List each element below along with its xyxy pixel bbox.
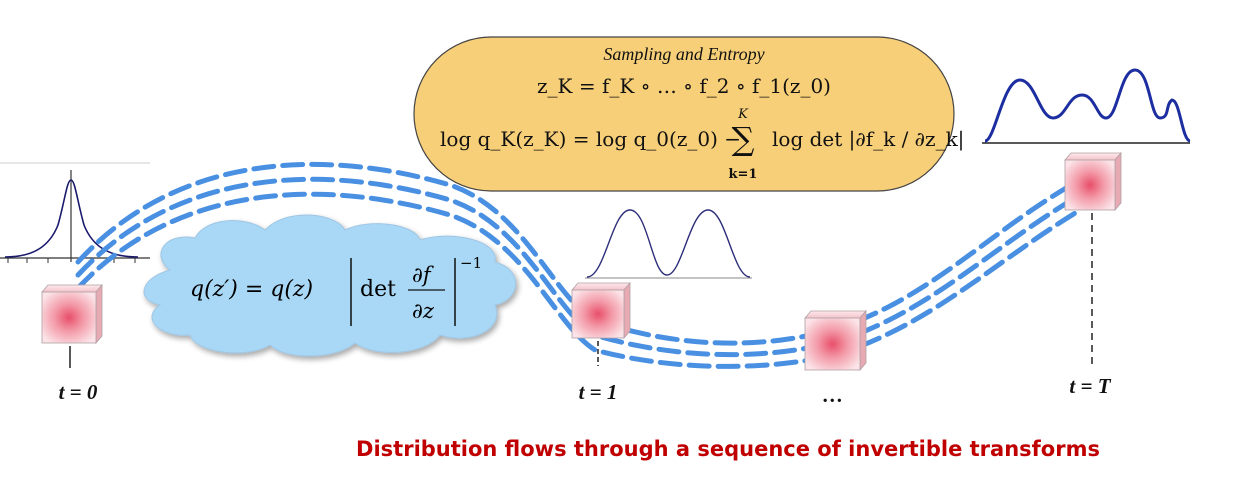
diagram-caption: Distribution flows through a sequence of… [356,437,1100,461]
cloud-shape [143,214,517,357]
time-label-tT: t = T [1069,374,1111,398]
box-line2-lhs: log q_K(z_K) = log q_0(z_0) − [440,127,741,151]
cube-t1 [571,281,631,366]
cube-intermediate [804,309,867,372]
time-label-t0: t = 0 [59,380,98,404]
cloud-formula-lhs: q(z′) = q(z) [190,277,313,302]
cube-tT [1064,151,1122,365]
cube-t0 [41,283,103,368]
cloud-formula-numerator: ∂f [412,263,434,287]
box-line1: z_K = f_K ∘ … ∘ f_2 ∘ f_1(z_0) [537,74,831,98]
multimodal-plot-tT [982,68,1191,144]
bimodal-plot-t1 [585,209,752,279]
cloud-formula-exponent: −1 [460,254,482,272]
sigma-icon: ∑ [732,120,755,158]
box-sum-upper: K [737,107,749,122]
cloud-formula-denominator: ∂z [412,299,435,323]
cloud-formula-det: det [360,277,396,302]
box-sum-lower: k=1 [729,167,758,182]
cloud-formula: q(z′) = q(z) det ∂f ∂z −1 [190,254,482,326]
box-line2-rhs: log det |∂f_k / ∂z_k| [772,127,964,152]
box-title: Sampling and Entropy [603,44,764,64]
time-label-dots: … [823,383,844,407]
gaussian-plot-t0 [0,162,150,263]
sampling-entropy-box: Sampling and Entropy z_K = f_K ∘ … ∘ f_2… [413,36,964,192]
time-label-t1: t = 1 [579,380,618,404]
